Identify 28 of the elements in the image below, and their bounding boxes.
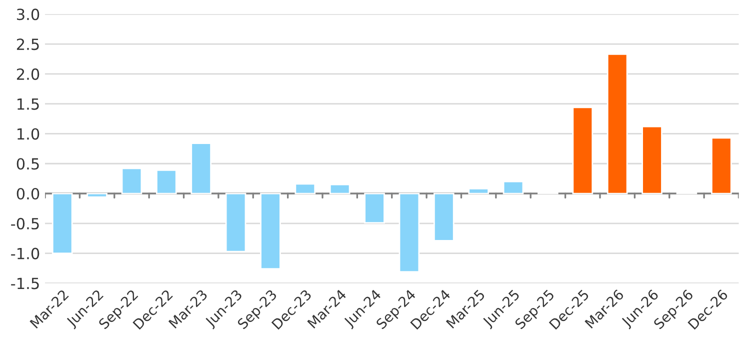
bar [711,137,732,194]
bar [434,192,454,242]
y-tick-label: 3.0 [17,8,40,20]
bar [398,192,420,273]
bar [502,180,524,194]
bar [468,188,489,194]
bar [294,183,316,194]
y-tick-label: 2.0 [16,68,40,80]
y-tick-label: 0.5 [16,158,39,170]
y-tick-label: -1.0 [11,248,40,260]
bar [329,184,350,194]
bar [156,170,177,194]
y-tick-label: 2.5 [16,38,39,50]
bar [364,192,385,224]
bar [260,192,281,270]
y-tick-label: 1.0 [18,128,40,140]
y-tick-label: -1.5 [11,278,39,290]
y-tick-label: -0.5 [11,218,39,230]
y-tick-label: 1.5 [18,98,39,110]
bar [86,192,108,198]
bar [642,126,662,194]
y-tick-label: 0.0 [16,188,40,200]
bar [121,168,142,194]
bar [606,54,628,194]
bar [225,192,246,252]
bar [52,192,73,254]
bar [190,142,212,194]
bar [572,106,594,194]
